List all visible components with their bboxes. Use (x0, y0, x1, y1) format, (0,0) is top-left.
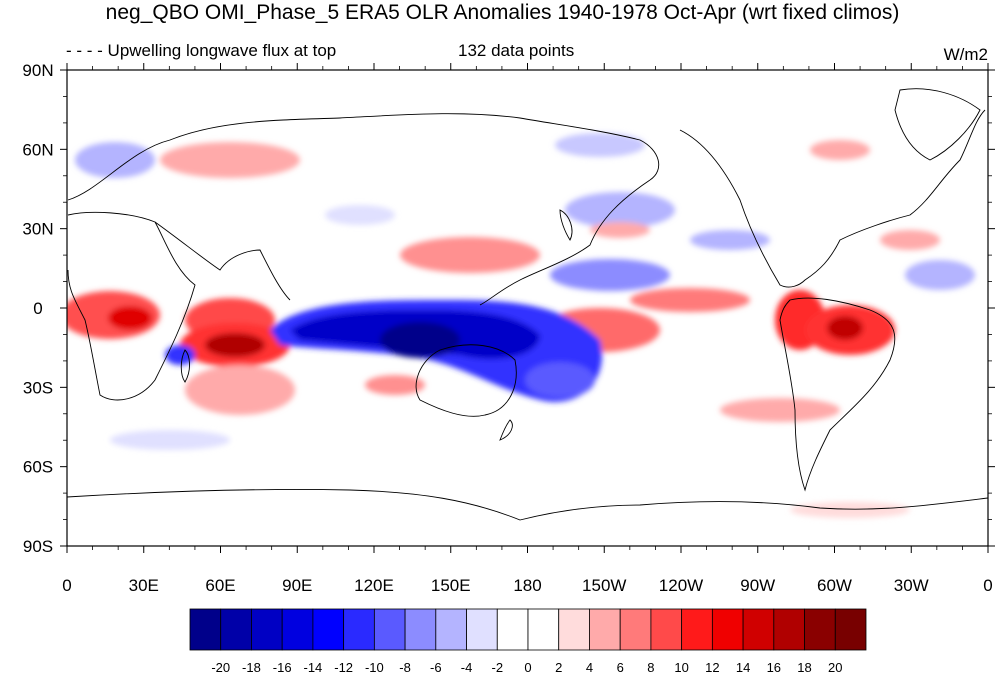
colorbar-swatch (650, 608, 683, 651)
lon-label: 60E (205, 576, 235, 595)
lat-label: 60S (23, 458, 53, 477)
lat-label: 60N (22, 140, 53, 159)
anomaly-pos (880, 230, 940, 250)
anomaly-neg (555, 133, 645, 157)
map-axes: 90N 60N 30N 0 30S 60S 90S 0 30E 60E 90E 120E 150E 180… (22, 61, 995, 595)
colorbar-label: -8 (399, 660, 411, 675)
lon-label: 30W (894, 576, 929, 595)
colorbar-swatch (343, 608, 375, 651)
anomaly-neg (75, 142, 155, 178)
anomaly-neg (110, 430, 230, 450)
anomaly-pos (590, 222, 650, 238)
colorbar-swatch (804, 608, 836, 651)
data-points-label: 132 data points (458, 41, 575, 60)
colorbar-label: 20 (828, 660, 842, 675)
colorbar-swatch (681, 608, 713, 651)
coastlines (67, 88, 988, 521)
colorbar-label: -6 (430, 660, 442, 675)
colorbar-swatch (404, 608, 437, 651)
colorbar-label: 16 (767, 660, 781, 675)
lon-label: 180 (513, 576, 541, 595)
dashed-line-icon: - - - - (66, 41, 108, 60)
lat-label: 30N (22, 220, 53, 239)
colorbar-swatch (496, 608, 529, 651)
variable-text: Upwelling longwave flux at top (107, 41, 337, 60)
anomaly-field (67, 70, 988, 546)
colorbar-label: -2 (491, 660, 503, 675)
anomaly-neg (905, 260, 975, 290)
colorbar-label: -16 (273, 660, 292, 675)
lon-label: 150E (431, 576, 471, 595)
lon-label: 120W (659, 576, 703, 595)
variable-label: - - - - Upwelling longwave flux at top (66, 41, 336, 61)
colorbar-label: 2 (555, 660, 562, 675)
lat-label: 0 (33, 299, 42, 318)
colorbar-label: 18 (797, 660, 811, 675)
anomaly-pos (720, 398, 840, 422)
colorbar-label: 12 (705, 660, 719, 675)
colorbar-swatch (466, 608, 498, 651)
colorbar-label: -10 (365, 660, 384, 675)
colorbar-swatch (834, 608, 867, 651)
colorbar: -20 -18 -16 -14 -12 -10 -8 -6 -4 -2 0 2 4 6 8 10 12 14 16 1… (189, 608, 867, 675)
anomaly-neg (525, 362, 595, 398)
colorbar-label: -20 (211, 660, 230, 675)
anomaly-pos (185, 365, 295, 415)
colorbar-swatch (527, 608, 560, 651)
colorbar-swatch (619, 608, 652, 651)
anomaly-pos (810, 140, 870, 160)
anomaly-pos (630, 288, 750, 312)
colorbar-swatch (220, 608, 252, 651)
lon-label: 120E (354, 576, 394, 595)
anomaly-pos (790, 502, 910, 518)
anomaly-neg (550, 259, 670, 291)
anomaly-pos (400, 237, 540, 273)
lat-label: 90S (23, 537, 53, 556)
anomaly-neg (380, 322, 460, 358)
colorbar-swatch (558, 608, 590, 651)
colorbar-swatch (373, 608, 406, 651)
anomaly-pos (827, 316, 863, 340)
lat-label: 30S (23, 378, 53, 397)
lon-label: 0 (983, 576, 992, 595)
colorbar-swatch (711, 608, 744, 651)
lon-label: 90E (282, 576, 312, 595)
colorbar-swatch (251, 608, 283, 651)
lon-label: 0 (62, 576, 71, 595)
colorbar-label: -18 (242, 660, 261, 675)
colorbar-label: 8 (647, 660, 654, 675)
colorbar-swatch (742, 608, 775, 651)
colorbar-label: -12 (334, 660, 353, 675)
colorbar-swatch (435, 608, 467, 651)
colorbar-label: 4 (586, 660, 593, 675)
colorbar-swatch (189, 608, 222, 651)
lon-label: 90W (740, 576, 775, 595)
anomaly-neg (690, 230, 770, 250)
anomaly-pos (160, 142, 300, 178)
lon-label: 30E (129, 576, 159, 595)
colorbar-swatch (281, 608, 314, 651)
colorbar-swatch (312, 608, 345, 651)
anomaly-pos (108, 306, 152, 330)
colorbar-swatch (773, 608, 805, 651)
colorbar-label: 6 (617, 660, 624, 675)
anomaly-neg (165, 345, 195, 365)
colorbar-label: 10 (674, 660, 688, 675)
units-label: W/m2 (943, 45, 988, 64)
lon-label: 150W (582, 576, 626, 595)
colorbar-swatch (589, 608, 621, 651)
anomaly-pos (205, 333, 265, 357)
colorbar-label: 14 (736, 660, 750, 675)
anomaly-pos (365, 375, 425, 395)
lon-label: 60W (817, 576, 852, 595)
chart-title: neg_QBO OMI_Phase_5 ERA5 OLR Anomalies 1… (105, 1, 900, 24)
anomaly-neg (325, 205, 395, 225)
anomaly-neg (565, 192, 675, 228)
colorbar-label: -4 (461, 660, 473, 675)
colorbar-label: -14 (304, 660, 323, 675)
colorbar-label: 0 (524, 660, 531, 675)
lat-label: 90N (22, 61, 53, 80)
